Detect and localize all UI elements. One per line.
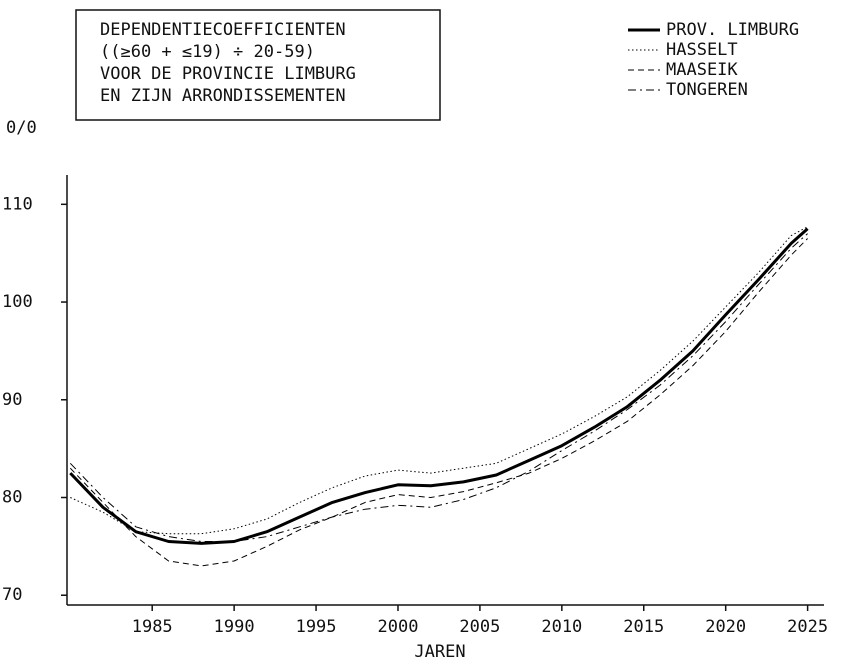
y-tick-label: 90 [2, 390, 22, 410]
x-tick-label: 2025 [787, 617, 828, 637]
series-line [69, 227, 809, 545]
series-line [69, 233, 808, 542]
legend-label: HASSELT [666, 40, 738, 60]
y-tick-label: 100 [2, 292, 33, 312]
y-tick-label: 80 [2, 488, 22, 508]
legend-label: PROV. LIMBURG [666, 20, 799, 40]
y-tick-label: 110 [2, 194, 33, 214]
x-tick-label: 1990 [214, 617, 255, 637]
legend-label: MAASEIK [666, 60, 738, 80]
series-line [69, 238, 808, 567]
chart-title: DEPENDENTIECOEFFICIENTEN [100, 20, 346, 40]
title-box [75, 9, 441, 121]
y-axis-label: 0/0 [6, 118, 37, 138]
y-tick-label: 70 [2, 585, 22, 605]
x-tick-label: 2000 [378, 617, 419, 637]
x-tick-label: 1995 [296, 617, 337, 637]
x-tick-label: 1985 [132, 617, 173, 637]
chart-title: VOOR DE PROVINCIE LIMBURG [100, 64, 356, 84]
x-axis-label: JAREN [414, 642, 465, 662]
chart-title: ((≥60 + ≤19) ÷ 20-59) [100, 42, 315, 62]
x-tick-label: 2015 [623, 617, 664, 637]
x-tick-label: 2020 [705, 617, 746, 637]
legend-label: TONGEREN [666, 80, 748, 100]
x-tick-label: 2010 [541, 617, 582, 637]
x-tick-label: 2005 [459, 617, 500, 637]
series-line [70, 226, 808, 535]
chart-title: EN ZIJN ARRONDISSEMENTEN [100, 86, 346, 106]
